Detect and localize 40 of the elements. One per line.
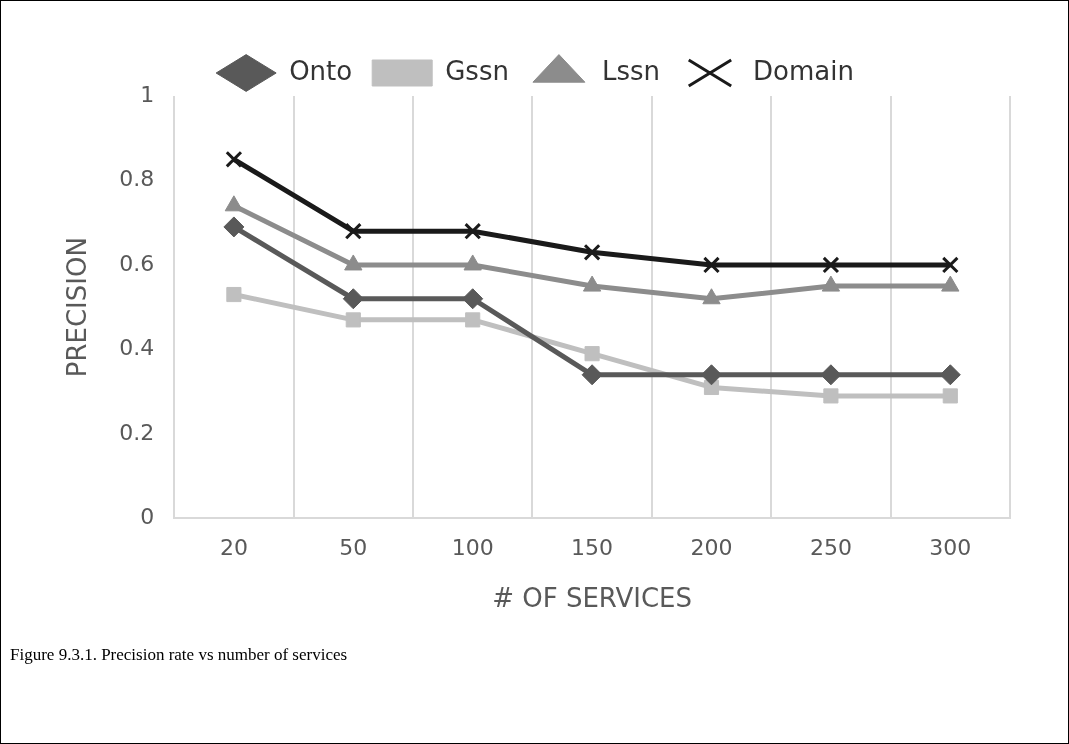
point bbox=[584, 346, 600, 362]
point bbox=[223, 216, 245, 238]
point bbox=[226, 286, 242, 303]
point bbox=[823, 388, 839, 404]
point bbox=[462, 288, 484, 310]
legend-label: Onto bbox=[289, 55, 353, 86]
legend-label: Domain bbox=[752, 55, 854, 86]
point bbox=[702, 256, 721, 274]
y-tick-label: 0 bbox=[140, 504, 155, 530]
point bbox=[344, 222, 362, 240]
y-tick-label: 0.4 bbox=[119, 335, 155, 361]
point bbox=[939, 364, 961, 386]
point bbox=[345, 312, 361, 328]
x-tick-label: 50 bbox=[339, 535, 368, 561]
y-axis-title: PRECISION bbox=[62, 237, 93, 378]
y-tick-label: 0.6 bbox=[119, 250, 155, 276]
point bbox=[822, 256, 840, 274]
x-tick-label: 250 bbox=[809, 535, 852, 561]
point bbox=[225, 150, 243, 168]
y-tick-label: 0.2 bbox=[119, 419, 155, 445]
x-axis-title: # OF SERVICES bbox=[492, 583, 693, 614]
point bbox=[581, 364, 603, 386]
y-tick-label: 1 bbox=[140, 81, 155, 107]
point bbox=[942, 388, 958, 404]
legend-label: Gssn bbox=[445, 55, 509, 86]
point bbox=[820, 364, 842, 386]
x-tick-label: 150 bbox=[571, 535, 614, 561]
point bbox=[941, 256, 959, 274]
x-tick-label: 300 bbox=[929, 535, 972, 561]
point bbox=[464, 222, 482, 240]
point bbox=[701, 364, 722, 386]
x-tick-label: 200 bbox=[690, 535, 733, 561]
y-tick-label: 0.8 bbox=[119, 166, 155, 192]
point bbox=[342, 288, 364, 310]
caption: Figure 9.3.1. Precision rate vs number of services bbox=[10, 645, 348, 665]
x-tick-label: 20 bbox=[219, 535, 248, 561]
x-tick-label: 100 bbox=[451, 535, 494, 561]
point bbox=[465, 312, 481, 328]
point bbox=[583, 243, 601, 261]
legend-label: Lssn bbox=[601, 55, 660, 86]
